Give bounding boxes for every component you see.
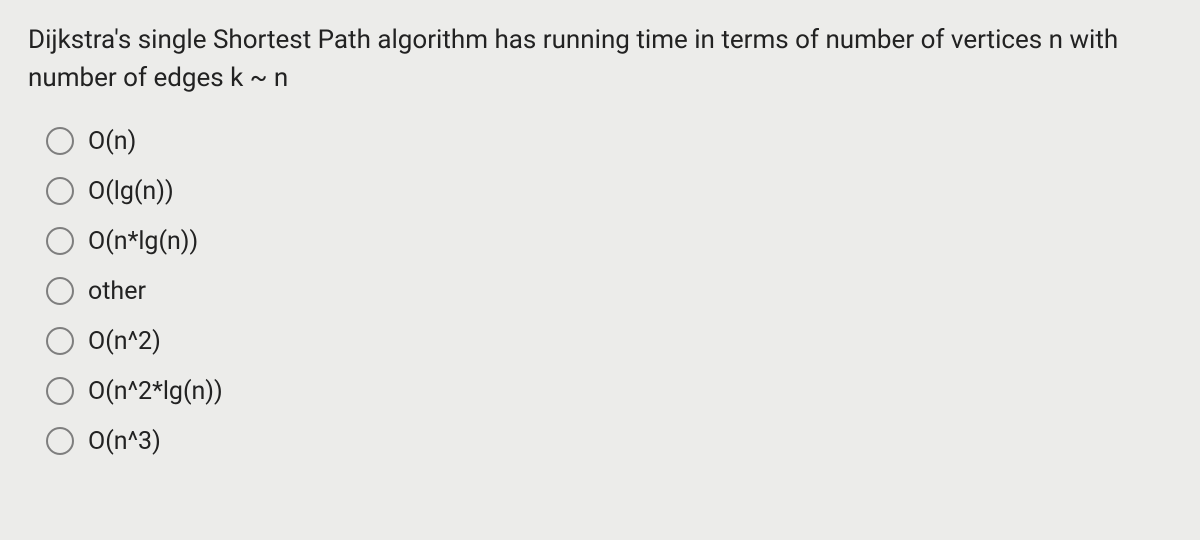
option-label: O(n^2) (88, 329, 161, 354)
option-label: O(n*lg(n)) (88, 229, 198, 254)
option-label: other (88, 279, 146, 304)
option-row[interactable]: O(n^2) (46, 327, 1172, 355)
option-label: O(n) (88, 129, 136, 154)
quiz-page: Dijkstra's single Shortest Path algorith… (0, 0, 1200, 455)
radio-icon[interactable] (46, 377, 74, 405)
option-row[interactable]: O(n^3) (46, 427, 1172, 455)
option-row[interactable]: O(n^2*lg(n)) (46, 377, 1172, 405)
radio-icon[interactable] (46, 327, 74, 355)
option-row[interactable]: O(n*lg(n)) (46, 227, 1172, 255)
radio-icon[interactable] (46, 177, 74, 205)
question-text: Dijkstra's single Shortest Path algorith… (28, 22, 1172, 97)
radio-icon[interactable] (46, 227, 74, 255)
radio-icon[interactable] (46, 127, 74, 155)
options-group: O(n) O(lg(n)) O(n*lg(n)) other O(n^2) O(… (28, 127, 1172, 455)
option-row[interactable]: O(n) (46, 127, 1172, 155)
option-label: O(n^3) (88, 429, 161, 454)
option-label: O(n^2*lg(n)) (88, 379, 223, 404)
radio-icon[interactable] (46, 427, 74, 455)
option-label: O(lg(n)) (88, 179, 174, 204)
option-row[interactable]: O(lg(n)) (46, 177, 1172, 205)
option-row[interactable]: other (46, 277, 1172, 305)
radio-icon[interactable] (46, 277, 74, 305)
